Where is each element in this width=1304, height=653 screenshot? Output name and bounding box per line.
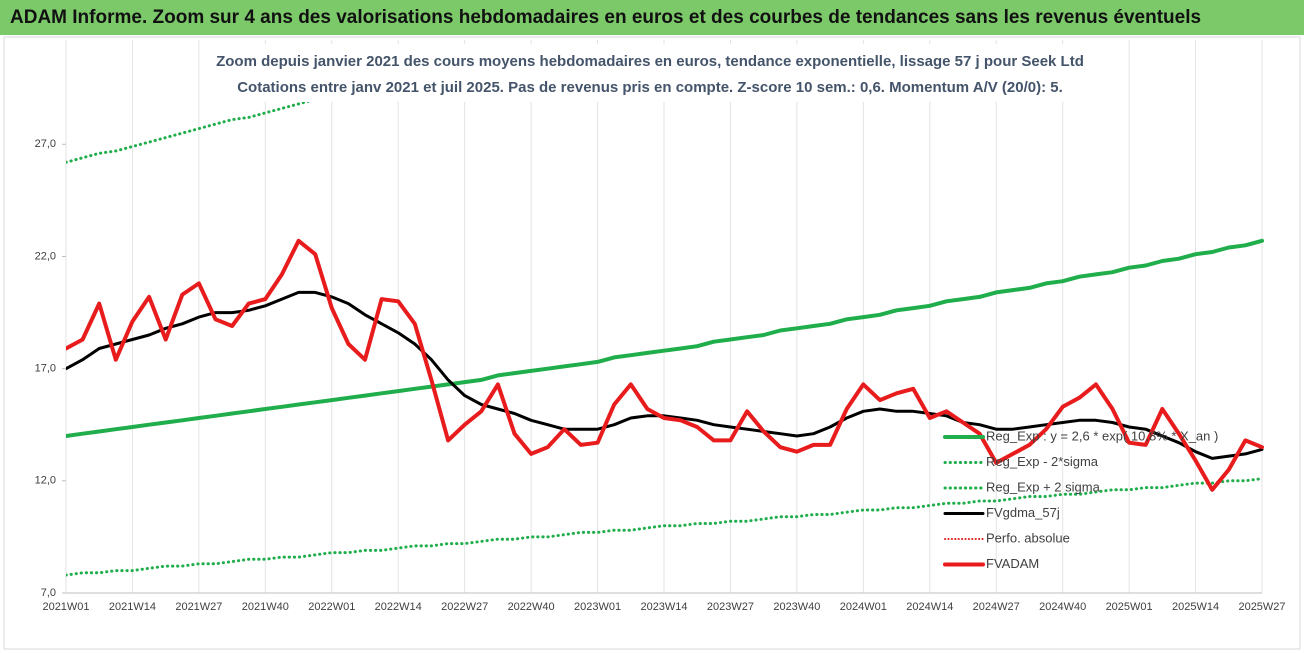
x-tick-label: 2024W14 <box>906 601 953 613</box>
x-tick-label: 2024W01 <box>840 601 887 613</box>
y-tick-label: 12,0 <box>35 475 56 487</box>
x-tick-label: 2022W27 <box>441 601 488 613</box>
legend-label: FVADAM <box>986 556 1039 571</box>
subtitle: Zoom depuis janvier 2021 des cours moyen… <box>216 53 1084 70</box>
y-tick-label: 27,0 <box>35 138 56 150</box>
x-tick-label: 2021W40 <box>242 601 289 613</box>
legend-label: Perfo. absolue <box>986 530 1070 545</box>
subtitle: Cotations entre janv 2021 et juil 2025. … <box>237 79 1063 96</box>
x-tick-label: 2025W27 <box>1238 601 1285 613</box>
x-tick-label: 2021W01 <box>42 601 89 613</box>
series-line <box>66 477 1264 577</box>
x-tick-label: 2024W27 <box>973 601 1020 613</box>
x-tick-label: 2021W14 <box>109 601 156 613</box>
x-tick-label: 2023W14 <box>640 601 687 613</box>
series-line <box>66 77 413 164</box>
subtitle-box <box>225 44 1075 102</box>
legend-label: FVgdma_57j <box>986 505 1060 520</box>
x-tick-label: 2023W40 <box>773 601 820 613</box>
chart-frame <box>3 36 1301 650</box>
x-tick-label: 2023W01 <box>574 601 621 613</box>
x-tick-label: 2025W14 <box>1172 601 1219 613</box>
x-tick-label: 2022W40 <box>508 601 555 613</box>
x-tick-label: 2024W40 <box>1039 601 1086 613</box>
y-tick-label: 22,0 <box>35 250 56 262</box>
grid <box>65 40 1263 593</box>
x-tick-label: 2023W27 <box>707 601 754 613</box>
x-tick-label: 2022W01 <box>308 601 355 613</box>
x-tick-label: 2021W27 <box>175 601 222 613</box>
y-tick-label: 17,0 <box>35 363 56 375</box>
legend-label: Reg_Exp : y = 2,6 * exp( 10,8% * X_an ) <box>986 428 1218 443</box>
y-tick-label: 7,0 <box>41 587 56 599</box>
series-line <box>66 238 1264 492</box>
legend-label: Reg_Exp - 2*sigma <box>986 454 1099 469</box>
series-line <box>66 238 1264 438</box>
chart-title: ADAM Informe. Zoom sur 4 ans des valoris… <box>10 7 1201 28</box>
plot-area <box>66 77 1264 577</box>
x-tick-label: 2022W14 <box>375 601 422 613</box>
header-bar <box>0 0 1304 35</box>
legend-label: Reg_Exp + 2 sigma <box>986 479 1101 494</box>
x-tick-label: 2025W01 <box>1106 601 1153 613</box>
axes: 7,0 12,0 17,0 22,0 27,0 2021W01 2021W14 2021W27… <box>35 138 1286 613</box>
legend: Reg_Exp : y = 2,6 * exp( 10,8% * X_an ) R… <box>943 428 1218 571</box>
